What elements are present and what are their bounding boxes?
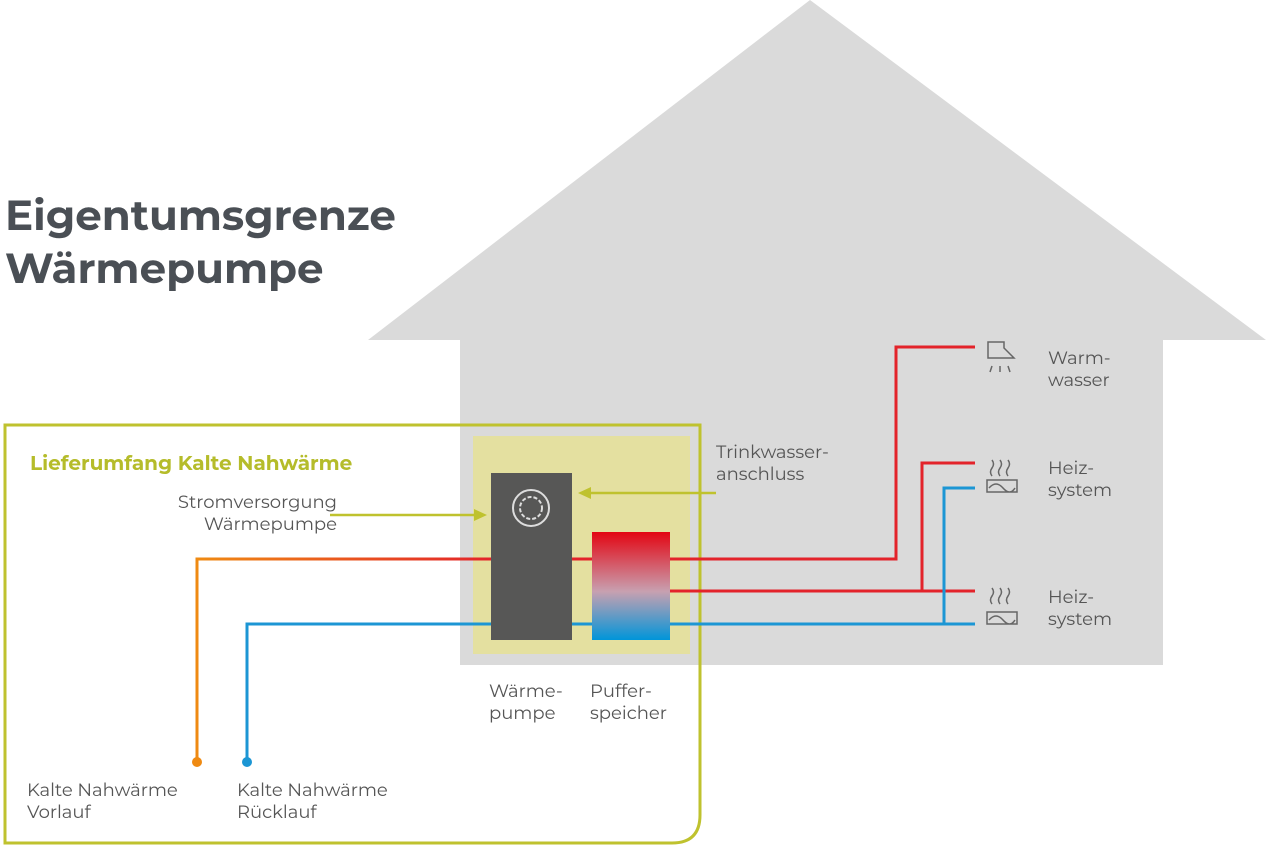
title: Wärmepumpe [5, 242, 324, 294]
label: pumpe [489, 702, 556, 724]
label: Trinkwasser- [716, 441, 829, 463]
label: speicher [590, 702, 667, 724]
fan-icon [512, 489, 550, 527]
label: Rücklauf [237, 801, 317, 823]
icons [986, 341, 1018, 625]
label: Puffer- [590, 680, 652, 702]
label: Kalte Nahwärme [237, 779, 388, 801]
label: system [1048, 479, 1112, 501]
scope-box [3, 423, 702, 845]
buffer-tank [592, 532, 670, 640]
hot-water-pipe [572, 345, 975, 561]
label: wasser [1048, 369, 1110, 391]
scope-label: Lieferumfang Kalte Nahwärme [30, 452, 352, 476]
supply-dot [192, 757, 202, 767]
label: Wärmepumpe [204, 513, 337, 535]
label: system [1048, 608, 1112, 630]
label: Stromversorgung [178, 491, 337, 513]
title: Eigentumsgrenze [5, 189, 396, 241]
label: Heiz- [1048, 586, 1094, 608]
label: Wärme- [489, 680, 563, 702]
label: Vorlauf [27, 801, 91, 823]
label: Kalte Nahwärme [27, 779, 178, 801]
label: anschluss [716, 463, 804, 485]
supply-pipe [195, 557, 491, 762]
label: Heiz- [1048, 457, 1094, 479]
heating-return-pipe [572, 486, 975, 626]
heating-flow-pipe [670, 461, 975, 593]
fan-blades [519, 496, 543, 520]
return-pipe [245, 622, 491, 762]
arrows [330, 487, 716, 521]
return-dot [242, 757, 252, 767]
heat-pump [491, 473, 572, 640]
label: Warm- [1048, 347, 1111, 369]
